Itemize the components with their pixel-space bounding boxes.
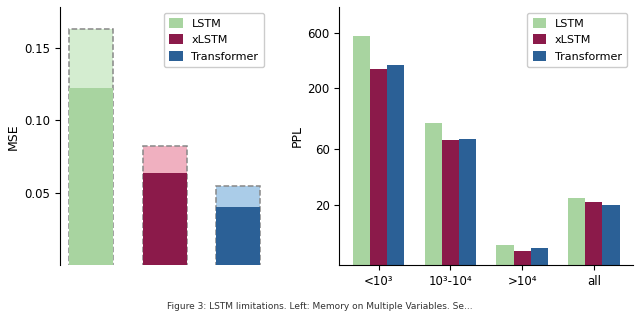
Bar (424, 123, 442, 314)
Bar (143, 146, 187, 266)
Bar (602, 205, 620, 314)
Bar (568, 198, 585, 314)
Legend: LSTM, xLSTM, Transformer: LSTM, xLSTM, Transformer (527, 13, 627, 67)
Bar (216, 207, 260, 266)
Text: Figure 3: LSTM limitations. Left: Memory on Multiple Variables. Se...: Figure 3: LSTM limitations. Left: Memory… (167, 302, 473, 311)
Bar (370, 69, 387, 314)
Legend: LSTM, xLSTM, Transformer: LSTM, xLSTM, Transformer (164, 13, 264, 67)
Bar (353, 36, 370, 314)
Bar (69, 29, 113, 266)
Bar (585, 202, 602, 314)
Bar (442, 140, 459, 314)
Y-axis label: MSE: MSE (7, 123, 20, 149)
Bar (143, 172, 187, 266)
Bar (387, 65, 404, 314)
Bar (459, 139, 476, 314)
Bar (69, 88, 113, 266)
Bar (216, 186, 260, 266)
Bar (531, 248, 548, 314)
Y-axis label: PPL: PPL (291, 125, 303, 147)
Bar (496, 245, 513, 314)
Bar (513, 251, 531, 314)
